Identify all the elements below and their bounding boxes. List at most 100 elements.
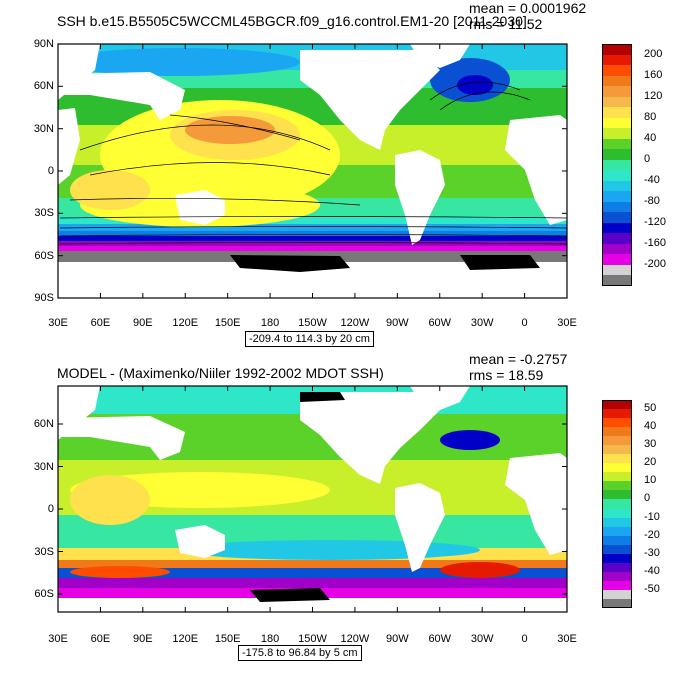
mean-label: mean = -0.2757 (469, 351, 568, 367)
colorbar-swatch (602, 138, 632, 150)
colorbar-swatch (602, 254, 632, 266)
colorbar-swatch (602, 436, 632, 446)
colorbar-swatch (602, 454, 632, 464)
lon-tick-label: 30E (557, 633, 577, 645)
colorbar-swatch (602, 107, 632, 119)
lat-tick-label: 30S (34, 207, 54, 220)
colorbar-swatch (602, 508, 632, 519)
colorbar-swatch (602, 264, 632, 276)
colorbar-swatch (602, 96, 632, 108)
lon-tick-label: 30E (557, 317, 577, 329)
colorbar-swatch (602, 400, 632, 410)
lon-tick-label: 60W (428, 633, 452, 645)
colorbar-swatch (602, 243, 632, 255)
colorbar-swatch (602, 499, 632, 509)
colorbar-swatch (602, 589, 632, 600)
colorbar-label: -40 (644, 173, 660, 186)
panel-title: MODEL - (Maximenko/Niiler 1992-2002 MDOT… (57, 365, 384, 381)
colorbar-swatch (602, 180, 632, 192)
panel-title: SSH b.e15.B5505C5WCCML45BGCR.f09_g16.con… (57, 13, 527, 29)
lat-tick-label: 90S (34, 292, 54, 304)
colorbar-label: -30 (644, 546, 660, 559)
lon-tick-label: 90E (133, 633, 153, 645)
lon-tick-label: 30W (470, 633, 494, 645)
colorbar-label: -120 (644, 215, 667, 228)
colorbar-swatch (602, 463, 632, 473)
colorbar-swatch (602, 149, 632, 161)
colorbar-swatch (602, 75, 632, 87)
lon-tick-label: 60E (90, 633, 111, 645)
colorbar-swatch (602, 472, 632, 482)
lon-tick-label: 0 (521, 633, 528, 645)
lon-tick-label: 60E (90, 317, 111, 329)
colorbar-label: -80 (644, 194, 660, 207)
colorbar-frame (602, 400, 632, 608)
colorbar-swatch (602, 117, 632, 129)
colorbar-swatch (602, 598, 632, 609)
colorbar-label: -10 (644, 510, 660, 523)
lon-tick-label: 150E (214, 633, 241, 645)
lat-tick-label: 60S (34, 249, 54, 262)
colorbar-swatch (602, 222, 632, 234)
colorbar-label: 0 (644, 152, 651, 165)
lon-tick-label: 90E (133, 317, 153, 329)
lon-tick-label: 30E (48, 317, 68, 329)
lon-tick-label: 0 (521, 317, 528, 329)
colorbar-swatch (602, 191, 632, 203)
colorbar-swatch (602, 409, 632, 419)
colorbar-label: 200 (644, 47, 663, 60)
colorbar-label: 10 (644, 474, 657, 487)
lon-tick-label: 90W (386, 633, 409, 645)
colorbar-swatch (602, 159, 632, 171)
lon-tick-label: 150W (298, 633, 327, 645)
lat-tick-label: 60N (33, 418, 54, 430)
rms-label: rms = 11.52 (469, 16, 543, 32)
lat-tick-label: 30N (33, 122, 54, 135)
colorbar-swatch (602, 571, 632, 582)
colorbar-swatch (602, 553, 632, 564)
colorbar-swatch (602, 54, 632, 66)
lon-tick-label: 180 (260, 317, 280, 329)
colorbar-label: -40 (644, 564, 660, 577)
colorbar-label: 40 (644, 420, 657, 433)
colorbar-swatch (602, 44, 632, 56)
colorbar-frame (602, 44, 632, 286)
colorbar-swatch (602, 445, 632, 455)
colorbar-swatch (602, 86, 632, 98)
lat-tick-label: 30N (33, 460, 54, 473)
colorbar-swatch (602, 517, 632, 528)
colorbar-swatch (602, 65, 632, 77)
colorbar-label: 80 (644, 110, 657, 123)
colorbar-swatch (602, 128, 632, 140)
colorbar-swatch (602, 526, 632, 537)
colorbar-swatch (602, 233, 632, 245)
range-label: -209.4 to 114.3 by 20 cm (245, 331, 374, 347)
colorbar-label: 30 (644, 438, 657, 451)
colorbar-label: 120 (644, 89, 663, 102)
colorbar-label: 0 (644, 492, 651, 505)
lon-tick-label: 120W (340, 317, 370, 329)
rms-label: rms = 18.59 (469, 367, 544, 383)
lon-tick-label: 180 (260, 633, 280, 645)
colorbar-swatch (602, 544, 632, 555)
colorbar-label: -160 (644, 236, 667, 249)
lat-tick-label: 60N (33, 80, 54, 93)
lon-tick-label: 30W (470, 317, 494, 329)
colorbar-swatch (602, 418, 632, 428)
lat-tick-label: 60S (34, 588, 54, 600)
lat-tick-label: 30S (34, 545, 54, 558)
colorbar-label: 160 (644, 68, 663, 81)
colorbar-swatch (602, 481, 632, 491)
lon-tick-label: 150W (298, 317, 327, 329)
colorbar-swatch (602, 212, 632, 224)
colorbar-swatch (602, 170, 632, 182)
lon-tick-label: 120W (340, 633, 370, 645)
colorbar-label: 20 (644, 456, 657, 469)
colorbar-label: -50 (644, 582, 660, 595)
lon-tick-label: 30E (48, 633, 68, 645)
colorbar-label: 50 (644, 402, 657, 415)
colorbar-swatch (602, 427, 632, 437)
mean-label: mean = 0.0001962 (469, 0, 587, 16)
colorbar-label: -20 (644, 528, 660, 541)
